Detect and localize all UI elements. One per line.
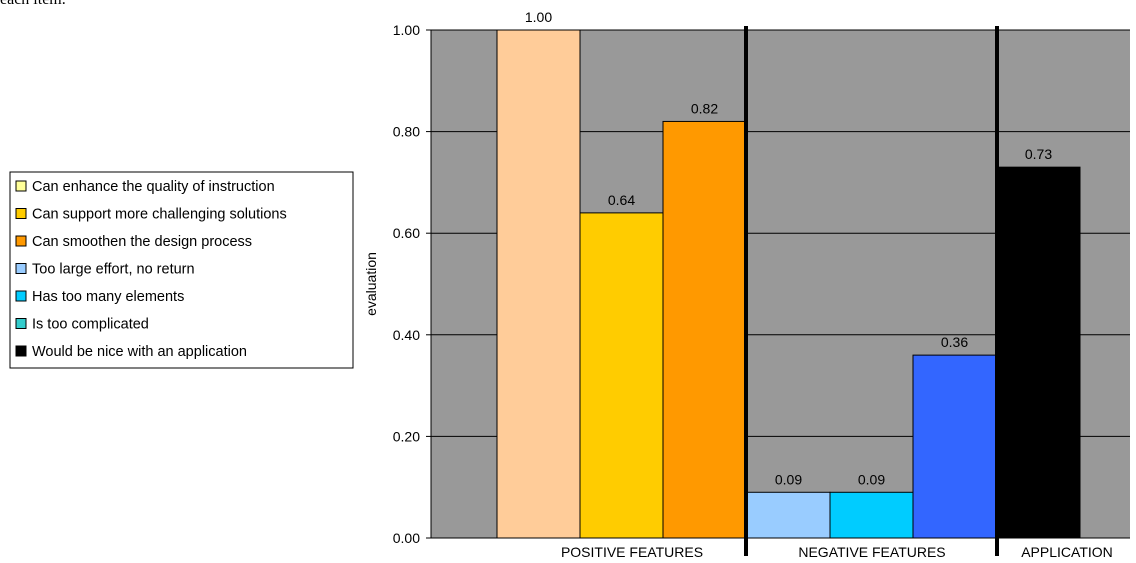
- data-label: 0.36: [941, 334, 968, 350]
- bar: [996, 166, 1081, 539]
- category-labels: POSITIVE FEATURES NEGATIVE FEATURES APPLIC…: [561, 544, 1113, 560]
- clipped-caption-text: each item.: [0, 0, 66, 8]
- data-label: 0.09: [775, 471, 802, 487]
- bar: [912, 354, 997, 539]
- legend-label: Can support more challenging solutions: [32, 207, 287, 223]
- y-tick-label: 0.40: [393, 327, 420, 343]
- legend-swatch: [15, 208, 27, 219]
- bar: [496, 29, 581, 539]
- legend-label: Can enhance the quality of instruction: [32, 179, 275, 195]
- y-axis: 0.00 0.20 0.40 0.60 0.80 1.00: [393, 22, 1130, 546]
- legend-swatch: [15, 345, 27, 357]
- legend-swatch: [15, 318, 27, 329]
- data-label: 0.73: [1025, 146, 1052, 162]
- legend-label: Would be nice with an application: [32, 344, 247, 360]
- legend-items: Can enhance the quality of instruction Ca…: [15, 179, 287, 360]
- data-label: 1.00: [525, 9, 552, 25]
- bar: [662, 120, 747, 539]
- legend-swatch: [15, 235, 27, 247]
- data-labels: 1.00 0.64 0.82 0.09 0.09 0.36 0.73: [525, 9, 1052, 487]
- y-tick-label: 0.60: [393, 225, 420, 241]
- bar: [746, 491, 831, 539]
- bar: [579, 212, 664, 539]
- category-label: POSITIVE FEATURES: [561, 544, 703, 560]
- y-tick-label: 0.20: [393, 428, 420, 444]
- category-label: APPLICATION: [1021, 544, 1113, 560]
- y-tick-label: 0.80: [393, 124, 420, 140]
- legend-label: Has too many elements: [32, 289, 184, 305]
- y-tick-label: 1.00: [393, 22, 420, 38]
- data-label: 0.64: [608, 192, 635, 208]
- data-label: 0.09: [858, 471, 885, 487]
- y-tick-label: 0.00: [393, 530, 420, 546]
- data-label: 0.82: [691, 100, 718, 116]
- category-label: NEGATIVE FEATURES: [798, 544, 945, 560]
- y-axis-title: evaluation: [363, 252, 379, 316]
- legend: Can enhance the quality of instruction Ca…: [9, 171, 354, 369]
- group-separators: [744, 26, 999, 556]
- legend-swatch: [15, 290, 27, 302]
- legend-label: Is too complicated: [32, 317, 149, 333]
- legend-label: Too large effort, no return: [32, 262, 195, 278]
- legend-swatch: [15, 263, 27, 274]
- legend-swatch: [15, 180, 27, 192]
- legend-label: Can smoothen the design process: [32, 234, 252, 250]
- bar: [829, 491, 914, 539]
- legend-box: [9, 171, 354, 369]
